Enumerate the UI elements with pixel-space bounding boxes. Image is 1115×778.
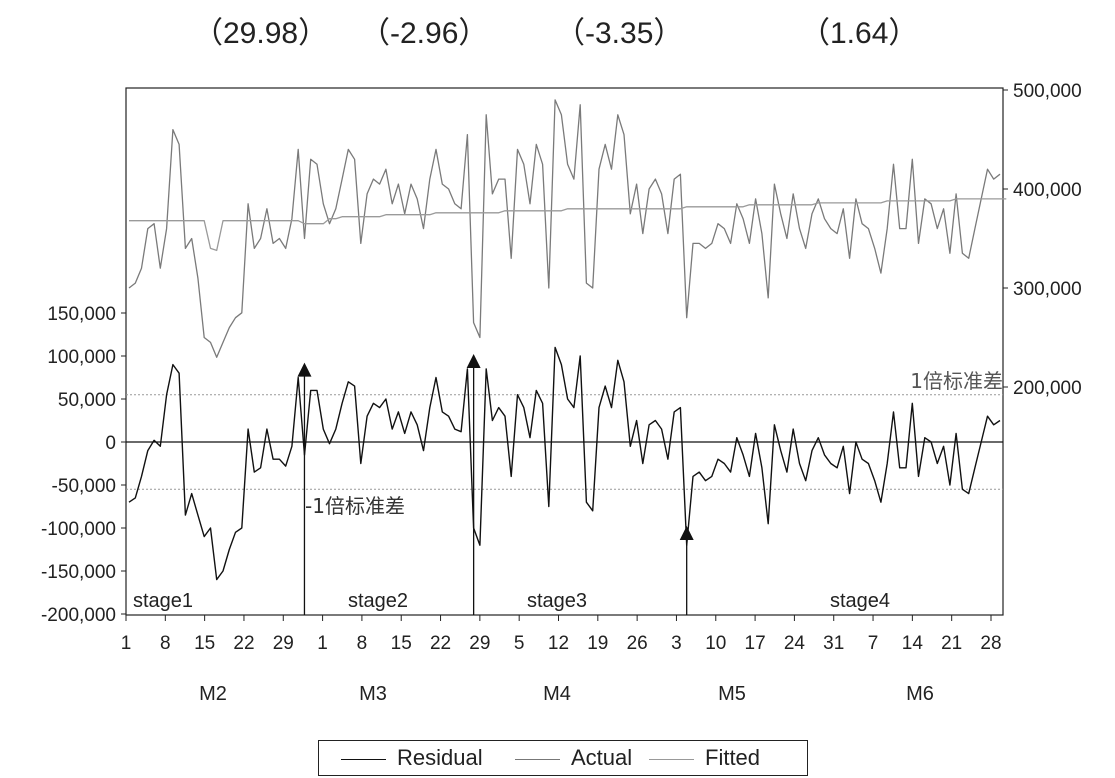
- plot-frame: [125, 87, 1004, 616]
- x-axis-tick-label: 10: [705, 633, 726, 654]
- x-axis-tick-label: 1: [121, 633, 132, 654]
- x-axis-tick-label: 29: [273, 633, 294, 654]
- stat-2: （-2.96）: [360, 17, 489, 50]
- stat-1: （29.98）: [193, 17, 329, 50]
- left-axis-tick-label: 0: [105, 433, 116, 454]
- legend-swatch-residual: [341, 759, 386, 760]
- x-axis-tick-label: 12: [548, 633, 569, 654]
- stage-label: stage4: [830, 590, 890, 612]
- stage-boundary-arrow: [466, 354, 481, 368]
- stat-4: （1.64）: [800, 17, 919, 50]
- x-axis-tick-label: 8: [357, 633, 368, 654]
- x-axis-tick-label: 17: [745, 633, 766, 654]
- stage-label: stage1: [133, 590, 193, 612]
- x-axis-tick-label: 22: [430, 633, 451, 654]
- right-axis-tick-label: 200,000: [1013, 378, 1082, 399]
- left-axis-tick-label: -200,000: [41, 605, 116, 626]
- legend-swatch-fitted: [649, 759, 694, 760]
- right-axis-tick-label: 500,000: [1013, 81, 1082, 102]
- left-axis-tick-label: 100,000: [47, 347, 116, 368]
- legend-label-fitted: Fitted: [705, 745, 761, 770]
- left-axis-tick-label: -100,000: [41, 519, 116, 540]
- legend-label-residual: Residual: [397, 745, 483, 770]
- x-axis-tick-label: 7: [868, 633, 879, 654]
- left-axis-tick-label: -50,000: [52, 476, 116, 497]
- x-axis-tick-label: 22: [233, 633, 254, 654]
- legend-swatch-actual: [515, 759, 560, 760]
- x-axis-tick-label: 5: [514, 633, 525, 654]
- x-axis-tick-label: 28: [980, 633, 1001, 654]
- x-axis-tick-label: 15: [391, 633, 412, 654]
- residual-actual-fitted-chart: -200,000 -150,000 -100,000 -50,000 0 50,000 10…: [41, 81, 1082, 705]
- series-line-fitted: [129, 198, 1007, 252]
- series-line-actual: [128, 99, 1001, 358]
- month-label: M2: [199, 683, 227, 705]
- month-label: M6: [906, 683, 934, 705]
- stage-boundary-arrow: [679, 526, 694, 540]
- stage-label: stage2: [348, 590, 408, 612]
- stage-boundary-arrow: [297, 362, 312, 377]
- x-axis-tick-label: 15: [194, 633, 215, 654]
- x-axis-tick-label: 1: [317, 633, 328, 654]
- right-axis-tick-label: 400,000: [1013, 180, 1082, 201]
- legend: Residual Actual Fitted: [318, 740, 808, 776]
- left-axis-tick-label: 50,000: [58, 390, 116, 411]
- x-axis-tick-label: 19: [587, 633, 608, 654]
- x-axis-tick-label: 21: [941, 633, 962, 654]
- stat-3: （-3.35）: [555, 17, 684, 50]
- month-label: M4: [543, 683, 571, 705]
- month-label: M3: [359, 683, 387, 705]
- x-axis-tick-label: 14: [902, 633, 924, 654]
- left-axis-tick-label: 150,000: [47, 304, 116, 325]
- x-axis-tick-label: 24: [784, 633, 806, 654]
- left-axis-tick-label: -150,000: [41, 562, 116, 583]
- x-axis-tick-label: 26: [627, 633, 648, 654]
- minus-sd-annotation: -1倍标准差: [305, 494, 405, 518]
- plus-sd-annotation: 1倍标准差: [910, 369, 1003, 393]
- right-axis-tick-label: 300,000: [1013, 279, 1082, 300]
- x-axis-tick-label: 3: [671, 633, 682, 654]
- x-axis-tick-label: 8: [160, 633, 171, 654]
- month-label: M5: [718, 683, 746, 705]
- x-axis-tick-label: 29: [469, 633, 490, 654]
- series-line-residual: [128, 346, 1001, 581]
- stage-label: stage3: [527, 590, 587, 612]
- legend-label-actual: Actual: [571, 745, 633, 770]
- x-axis-tick-label: 31: [823, 633, 844, 654]
